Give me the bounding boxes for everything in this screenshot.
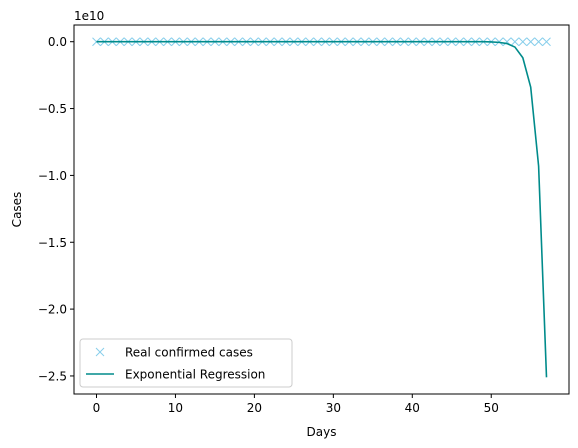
- data-point-marker: [518, 37, 528, 47]
- marker-stroke: [518, 37, 528, 47]
- legend: Real confirmed cases Exponential Regress…: [79, 338, 293, 388]
- marker-stroke: [526, 37, 536, 47]
- y-tick-label: −2.0: [38, 303, 67, 317]
- y-tick-label: −1.5: [38, 236, 67, 250]
- y-axis-label: Cases: [10, 192, 24, 228]
- marker-stroke: [510, 37, 520, 47]
- data-point-marker: [542, 37, 551, 47]
- x-tick-label: 50: [484, 401, 499, 415]
- x-tick-label: 40: [405, 401, 420, 415]
- regression-line: [96, 40, 548, 378]
- plot-frame: [73, 24, 570, 395]
- y-tick-label: −0.5: [38, 102, 67, 116]
- y-tick-label: 0.0: [48, 35, 67, 49]
- series-layer: [92, 37, 551, 378]
- legend-box: [79, 338, 293, 388]
- marker-stroke: [534, 37, 543, 47]
- x-axis-label: Days: [307, 425, 337, 439]
- x-tick-label: 10: [168, 401, 183, 415]
- data-point-marker: [534, 37, 543, 47]
- legend-marker-x-icon: [95, 347, 105, 357]
- y-offset-text: 1e10: [74, 9, 104, 23]
- legend-label-exponential: Exponential Regression: [125, 368, 265, 382]
- axis-ticks: 0 10 20 30 40 50 0.0 −0.5 −1.0 −1.5 −2.0 −2.5: [38, 35, 499, 415]
- plot-background: [74, 25, 569, 394]
- y-tick-label: −2.5: [38, 369, 67, 383]
- legend-label-real-cases: Real confirmed cases: [125, 346, 253, 360]
- marker-stroke: [542, 37, 551, 47]
- data-point-marker: [526, 37, 536, 47]
- x-tick-label: 20: [247, 401, 262, 415]
- x-tick-label: 0: [93, 401, 101, 415]
- data-point-marker: [510, 37, 520, 47]
- y-tick-label: −1.0: [38, 169, 67, 183]
- x-tick-label: 30: [326, 401, 341, 415]
- marker-stroke: [502, 37, 512, 47]
